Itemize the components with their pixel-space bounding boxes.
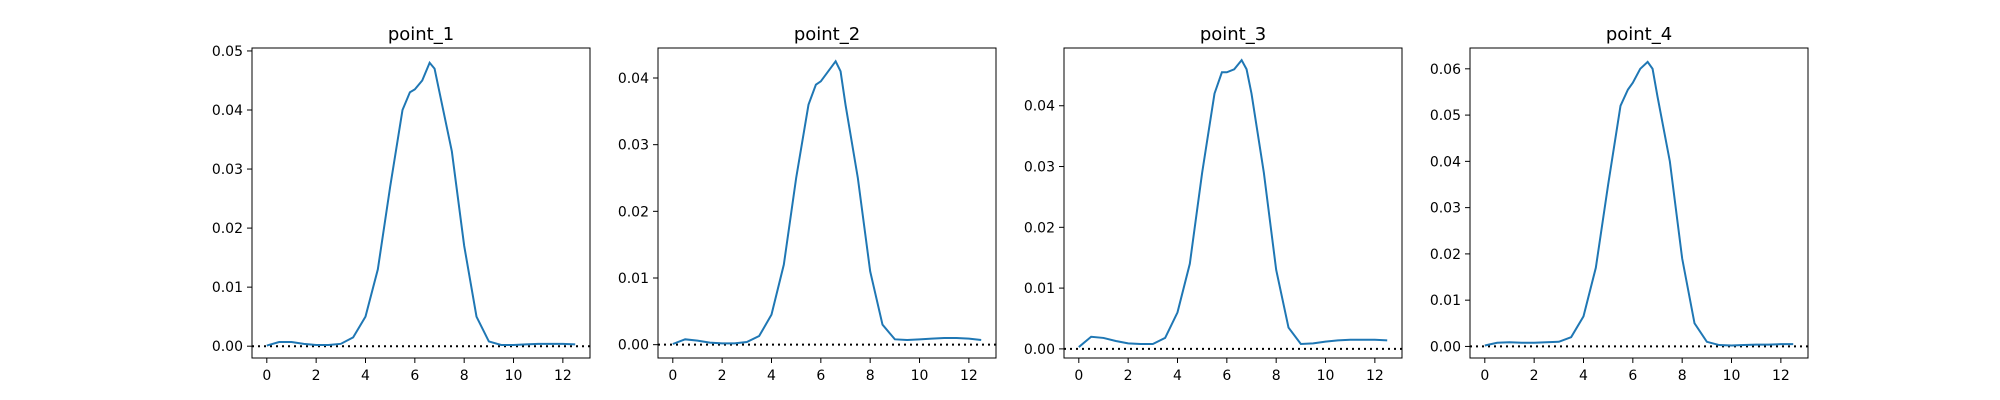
x-tick-label: 10 bbox=[505, 368, 523, 384]
y-tick-label: 0.02 bbox=[212, 221, 243, 237]
chart-title: point_2 bbox=[794, 24, 860, 45]
y-tick-label: 0.04 bbox=[618, 71, 649, 87]
x-tick-label: 6 bbox=[816, 368, 825, 384]
chart-title: point_1 bbox=[388, 24, 454, 45]
y-tick-label: 0.01 bbox=[618, 271, 649, 287]
x-tick-label: 8 bbox=[866, 368, 875, 384]
x-tick-label: 6 bbox=[1222, 368, 1231, 384]
chart-title: point_3 bbox=[1200, 24, 1266, 45]
x-tick-label: 12 bbox=[1366, 368, 1384, 384]
x-tick-label: 2 bbox=[312, 368, 321, 384]
x-tick-label: 10 bbox=[1317, 368, 1335, 384]
x-tick-label: 8 bbox=[1272, 368, 1281, 384]
y-tick-label: 0.00 bbox=[212, 339, 243, 355]
x-tick-label: 12 bbox=[960, 368, 978, 384]
y-tick-label: 0.03 bbox=[212, 162, 243, 178]
x-tick-label: 4 bbox=[1579, 368, 1588, 384]
y-tick-label: 0.04 bbox=[1430, 154, 1461, 170]
y-tick-label: 0.00 bbox=[618, 338, 649, 354]
y-tick-label: 0.00 bbox=[1024, 342, 1055, 358]
x-tick-label: 6 bbox=[410, 368, 419, 384]
x-tick-label: 4 bbox=[767, 368, 776, 384]
x-tick-label: 0 bbox=[1074, 368, 1083, 384]
y-tick-label: 0.01 bbox=[1024, 281, 1055, 297]
chart-title: point_4 bbox=[1606, 24, 1672, 45]
plot-frame bbox=[657, 47, 997, 359]
series-line-1 bbox=[672, 59, 982, 345]
y-tick-label: 0.05 bbox=[212, 44, 243, 60]
y-tick-label: 0.01 bbox=[212, 280, 243, 296]
chart-panel-2: point_2 0 2 4 6 8 10 12 0.00 0.01 0.02 0.03 0.04 bbox=[618, 24, 997, 384]
plot-frame bbox=[1063, 47, 1403, 359]
series-line-1 bbox=[266, 60, 576, 347]
chart-panel-4: point_4 0 2 4 6 8 10 12 0.00 0.01 0.02 0.03 0.04 0.05… bbox=[1430, 24, 1809, 384]
x-tick-label: 4 bbox=[1173, 368, 1182, 384]
chart-panel-3: point_3 0 2 4 6 8 10 12 0.00 0.01 0.02 0.03 0.04 bbox=[1024, 24, 1403, 384]
x-tick-label: 0 bbox=[668, 368, 677, 384]
y-tick-label: 0.02 bbox=[618, 204, 649, 220]
x-tick-label: 2 bbox=[718, 368, 727, 384]
x-tick-label: 12 bbox=[554, 368, 572, 384]
series-line-1 bbox=[1484, 60, 1794, 347]
x-tick-label: 8 bbox=[460, 368, 469, 384]
x-tick-label: 8 bbox=[1678, 368, 1687, 384]
series-line-1 bbox=[1078, 58, 1388, 348]
x-tick-label: 2 bbox=[1530, 368, 1539, 384]
x-tick-label: 6 bbox=[1628, 368, 1637, 384]
x-tick-label: 12 bbox=[1772, 368, 1790, 384]
plot-frame bbox=[251, 47, 591, 359]
y-tick-label: 0.04 bbox=[1024, 99, 1055, 115]
y-tick-label: 0.03 bbox=[618, 138, 649, 154]
y-tick-label: 0.04 bbox=[212, 103, 243, 119]
chart-panel-1: point_1 0 2 4 6 8 10 12 0.00 0.01 0.02 0.03 0.04 0.05 bbox=[212, 24, 591, 384]
x-tick-label: 4 bbox=[361, 368, 370, 384]
y-tick-label: 0.02 bbox=[1024, 220, 1055, 236]
x-tick-label: 0 bbox=[262, 368, 271, 384]
y-tick-label: 0.03 bbox=[1430, 201, 1461, 217]
plot-frame bbox=[1469, 47, 1809, 359]
x-tick-label: 0 bbox=[1480, 368, 1489, 384]
y-tick-label: 0.06 bbox=[1430, 62, 1461, 78]
x-tick-label: 2 bbox=[1124, 368, 1133, 384]
x-tick-label: 10 bbox=[911, 368, 929, 384]
y-tick-label: 0.02 bbox=[1430, 247, 1461, 263]
y-tick-label: 0.00 bbox=[1430, 339, 1461, 355]
y-tick-label: 0.03 bbox=[1024, 160, 1055, 176]
y-tick-label: 0.01 bbox=[1430, 293, 1461, 309]
y-tick-label: 0.05 bbox=[1430, 108, 1461, 124]
x-tick-label: 10 bbox=[1723, 368, 1741, 384]
